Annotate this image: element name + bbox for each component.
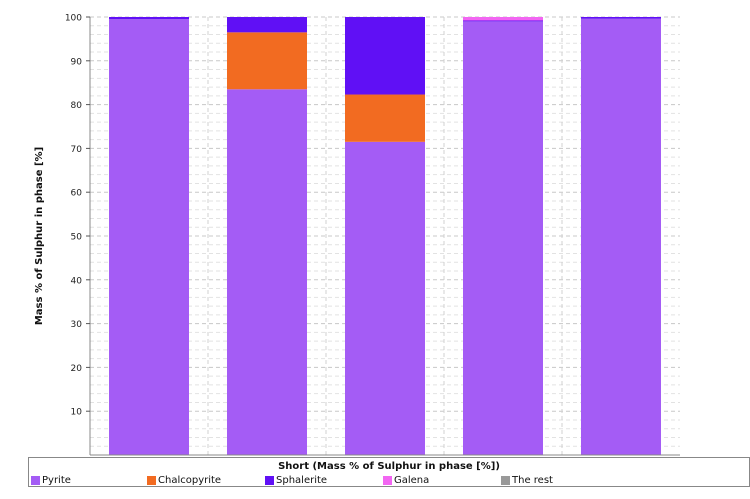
bar-pyrite xyxy=(345,141,425,455)
y-tick-label: 20 xyxy=(71,364,83,374)
bar-sphalerite xyxy=(345,17,425,95)
legend-label: Sphalerite xyxy=(276,475,328,486)
y-tick-label: 10 xyxy=(71,408,83,418)
y-tick-label: 80 xyxy=(71,101,83,111)
y-tick-label: 70 xyxy=(71,145,83,155)
bar-pyrite xyxy=(463,21,543,455)
legend: Pyrite Chalcopyrite Sphalerite Galena The re… xyxy=(29,475,749,487)
legend-swatch xyxy=(383,476,392,485)
legend-label: Chalcopyrite xyxy=(158,475,222,486)
y-tick-label: 30 xyxy=(71,320,83,330)
y-tick-label: 60 xyxy=(71,189,83,199)
legend-label: Galena xyxy=(394,475,430,486)
y-tick-label: 40 xyxy=(71,276,83,286)
legend-swatch xyxy=(265,476,274,485)
legend-swatch xyxy=(501,476,510,485)
legend-label: The rest xyxy=(512,475,553,486)
legend-item-pyrite: Pyrite xyxy=(31,475,71,486)
x-axis-title: Short (Mass % of Sulphur in phase [%]) xyxy=(278,461,500,472)
y-tick-label: 50 xyxy=(71,233,83,243)
bar-chalcopyrite xyxy=(345,94,425,142)
bar-pyrite xyxy=(581,18,661,455)
y-tick-label: 100 xyxy=(65,14,82,24)
bar-sphalerite xyxy=(463,20,543,22)
legend-item-chalcopyrite: Chalcopyrite xyxy=(147,475,221,486)
legend-swatch xyxy=(147,476,156,485)
legend-item-sphalerite: Sphalerite xyxy=(265,475,327,486)
legend-swatch xyxy=(31,476,40,485)
bar-sphalerite xyxy=(109,17,189,20)
legend-panel: Short (Mass % of Sulphur in phase [%]) P… xyxy=(28,457,750,487)
y-tick-label: 90 xyxy=(71,57,83,67)
legend-label: Pyrite xyxy=(42,475,71,486)
bar-sphalerite xyxy=(227,17,307,33)
bar-pyrite xyxy=(227,89,307,456)
bar-pyrite xyxy=(109,19,189,455)
y-axis-title: Mass % of Sulphur in phase [%] xyxy=(34,147,45,325)
legend-item-galena: Galena xyxy=(383,475,429,486)
bar-sphalerite xyxy=(581,17,661,19)
legend-item-the-rest: The rest xyxy=(501,475,553,486)
bar-galena xyxy=(463,17,543,21)
bar-chalcopyrite xyxy=(227,32,307,90)
